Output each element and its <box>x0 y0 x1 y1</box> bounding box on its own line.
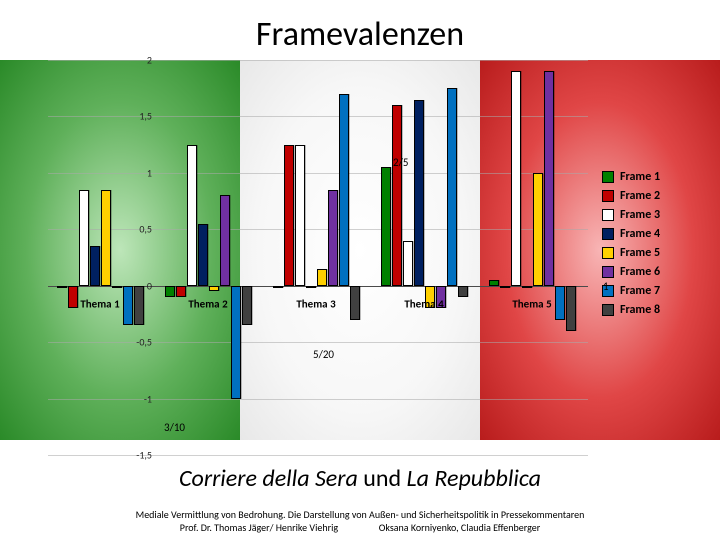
legend-label: Frame 3 <box>620 208 660 222</box>
bar <box>273 286 283 288</box>
legend-swatch <box>602 190 614 202</box>
legend-swatch <box>602 171 614 183</box>
bar <box>176 286 186 297</box>
bar <box>165 286 175 297</box>
annotation: 2/5 <box>393 156 408 169</box>
legend-label: Frame 4 <box>620 227 660 241</box>
legend-label: Frame 5 <box>620 246 660 260</box>
bar-group: Thema 4 <box>376 60 472 455</box>
legend-item: Frame 2 <box>602 189 698 203</box>
bar <box>414 100 424 286</box>
bar <box>489 280 499 286</box>
bar-group: Thema 2 <box>160 60 256 455</box>
bar <box>284 145 294 286</box>
bar <box>101 190 111 286</box>
bar <box>458 286 468 297</box>
bar-group: Thema 3 <box>268 60 364 455</box>
bar <box>90 246 100 286</box>
x-category-label: Thema 2 <box>160 297 256 310</box>
bar <box>79 190 89 286</box>
x-category-label: Thema 5 <box>484 297 580 310</box>
bar <box>392 105 402 286</box>
legend-label: Frame 1 <box>620 170 660 184</box>
legend-item: Frame 7 <box>602 284 698 298</box>
legend-item: Frame 1 <box>602 170 698 184</box>
legend-label: Frame 2 <box>620 189 660 203</box>
footer-line2: Prof. Dr. Thomas Jäger/ Henrike Viehrig … <box>0 521 720 534</box>
plot-area: Thema 1 Thema 2 Thema 3 Thema 4 Thema 5 2/5 1 5… <box>48 60 588 455</box>
annotation: 5/20 <box>313 348 334 361</box>
bar <box>381 167 391 286</box>
footer: Mediale Vermittlung von Bedrohung. Die D… <box>0 508 720 534</box>
subtitle-italic-2: La Repubblica <box>407 464 541 493</box>
x-category-label: Thema 4 <box>376 297 472 310</box>
bar <box>306 286 316 288</box>
bar <box>328 190 338 286</box>
footer-author-right: Oksana Korniyenko, Claudia Effenberger <box>379 521 540 534</box>
legend-item: Frame 4 <box>602 227 698 241</box>
bar <box>57 286 67 288</box>
x-category-label: Thema 3 <box>268 297 364 310</box>
y-tick-label: 0,5 <box>130 223 152 236</box>
bar <box>339 94 349 286</box>
legend-swatch <box>602 304 614 316</box>
bar <box>544 71 554 285</box>
bar <box>533 173 543 286</box>
legend-item: Frame 5 <box>602 246 698 260</box>
bar <box>209 286 219 292</box>
legend-label: Frame 7 <box>620 284 660 298</box>
legend-swatch <box>602 266 614 278</box>
legend-item: Frame 6 <box>602 265 698 279</box>
legend-swatch <box>602 209 614 221</box>
y-tick-label: -0,5 <box>130 336 152 349</box>
bar <box>447 88 457 286</box>
y-tick-label: 2 <box>130 54 152 67</box>
slide-title: Framevalenzen <box>0 14 720 55</box>
y-tick-label: 1 <box>130 166 152 179</box>
legend-item: Frame 3 <box>602 208 698 222</box>
legend: Frame 1 Frame 2 Frame 3 Frame 4 Frame 5 Frame… <box>602 170 698 322</box>
y-tick-label: 0 <box>130 279 152 292</box>
bar <box>198 224 208 286</box>
grid-line <box>48 455 588 456</box>
bar-chart: Thema 1 Thema 2 Thema 3 Thema 4 Thema 5 2/5 1 5… <box>22 60 698 455</box>
legend-item: Frame 8 <box>602 303 698 317</box>
y-tick-label: 1,5 <box>130 110 152 123</box>
footer-line1: Mediale Vermittlung von Bedrohung. Die D… <box>0 508 720 521</box>
x-category-label: Thema 1 <box>52 297 148 310</box>
annotation: 1 <box>603 280 609 293</box>
y-tick-label: -1 <box>130 392 152 405</box>
subtitle: Corriere della Sera und La Repubblica <box>0 464 720 493</box>
subtitle-italic-1: Corriere della Sera <box>179 464 358 493</box>
legend-swatch <box>602 247 614 259</box>
bar <box>500 286 510 288</box>
bar <box>295 145 305 286</box>
bar <box>317 269 327 286</box>
legend-label: Frame 6 <box>620 265 660 279</box>
bar <box>187 145 197 286</box>
legend-label: Frame 8 <box>620 303 660 317</box>
bar-group: Thema 5 <box>484 60 580 455</box>
y-tick-label: -1,5 <box>130 449 152 462</box>
subtitle-plain: und <box>358 464 407 493</box>
footer-author-left: Prof. Dr. Thomas Jäger/ Henrike Viehrig <box>180 521 338 534</box>
legend-swatch <box>602 228 614 240</box>
bar <box>220 195 230 285</box>
annotation: 3/10 <box>164 421 185 434</box>
bar <box>112 286 122 288</box>
bar <box>403 241 413 286</box>
bar <box>511 71 521 285</box>
bar <box>522 286 532 288</box>
